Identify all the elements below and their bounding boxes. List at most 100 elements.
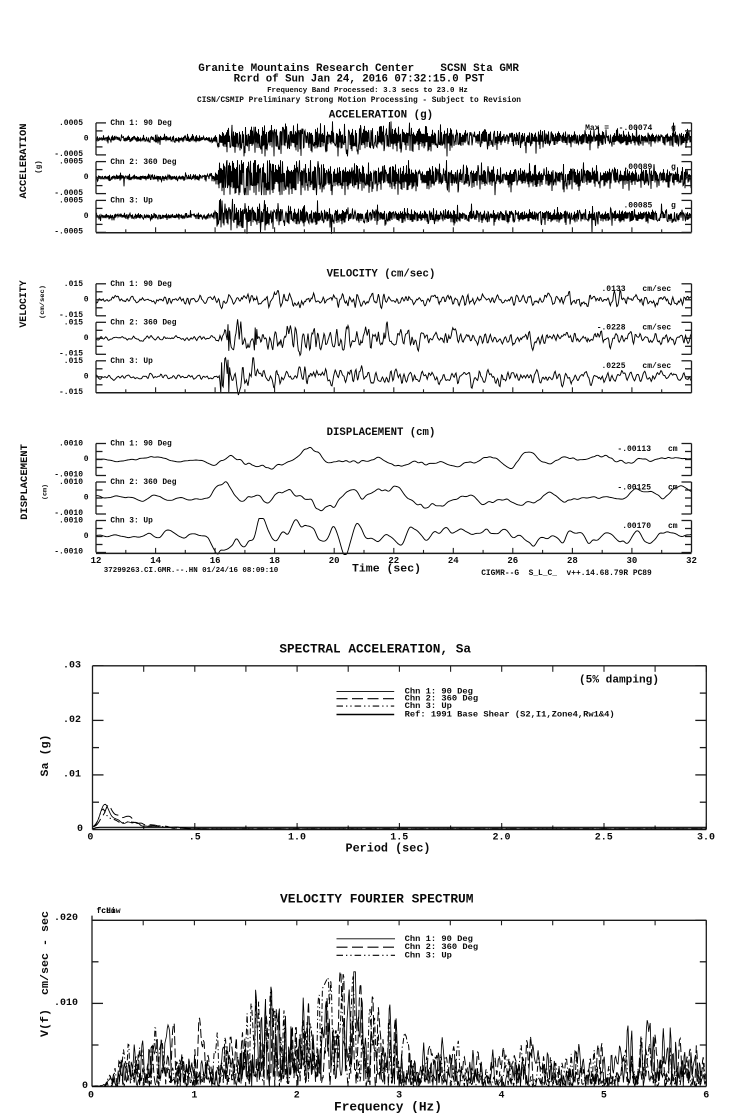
svg-text:.015: .015 xyxy=(64,357,83,366)
svg-text:.020: .020 xyxy=(54,913,78,924)
svg-text:0: 0 xyxy=(84,134,89,143)
svg-text:Chn 1: 90 Deg: Chn 1: 90 Deg xyxy=(110,280,172,289)
svg-text:0: 0 xyxy=(84,173,89,182)
svg-text:0: 0 xyxy=(84,372,89,381)
svg-text:.0133: .0133 xyxy=(601,285,625,294)
svg-text:ACCELERATION: ACCELERATION xyxy=(18,123,30,198)
svg-text:Chn 1: 90 Deg: Chn 1: 90 Deg xyxy=(405,686,473,696)
svg-text:.015: .015 xyxy=(64,280,83,289)
svg-text:Chn 3: Up: Chn 3: Up xyxy=(405,701,452,711)
svg-text:g: g xyxy=(671,163,676,172)
svg-text:-.015: -.015 xyxy=(59,350,83,359)
svg-text:.0010: .0010 xyxy=(59,440,83,449)
svg-text:Chn 3: Up: Chn 3: Up xyxy=(405,950,452,960)
svg-text:Chn 1: 90 Deg: Chn 1: 90 Deg xyxy=(110,119,172,128)
svg-text:.0005: .0005 xyxy=(59,119,83,128)
svg-text:26: 26 xyxy=(507,556,518,566)
svg-text:DISPLACEMENT: DISPLACEMENT xyxy=(19,444,31,520)
svg-text:37299263.CI.GMR.--.HN 01/24/16: 37299263.CI.GMR.--.HN 01/24/16 08:09:10 xyxy=(104,567,279,575)
svg-text:.02: .02 xyxy=(63,715,81,726)
svg-text:Time (sec): Time (sec) xyxy=(352,563,421,575)
svg-text:.00170: .00170 xyxy=(622,522,651,531)
svg-text:28: 28 xyxy=(567,556,578,566)
svg-text:Frequency Band Processed: 3.3: Frequency Band Processed: 3.3 secs to 23… xyxy=(267,87,468,95)
svg-text:Chn 2: 360 Deg: Chn 2: 360 Deg xyxy=(110,319,176,328)
svg-text:Max = -.00074: Max = -.00074 xyxy=(585,124,652,133)
svg-text:0: 0 xyxy=(84,494,89,503)
svg-text:-.0228: -.0228 xyxy=(597,324,626,333)
svg-text:VELOCITY FOURIER SPECTRUM: VELOCITY FOURIER SPECTRUM xyxy=(280,892,474,907)
svg-text:1.5: 1.5 xyxy=(390,832,408,843)
svg-text:CIGMR--G S_L_C_ v++.14.68.79: CIGMR--G S_L_C_ v++.14.68.79R PC89 xyxy=(481,569,652,578)
svg-text:Chn 3: Up: Chn 3: Up xyxy=(110,517,153,526)
svg-text:0: 0 xyxy=(84,532,89,541)
svg-text:g: g xyxy=(671,202,676,211)
svg-text:(5% damping): (5% damping) xyxy=(579,674,659,686)
svg-text:0: 0 xyxy=(84,334,89,343)
svg-text:.00089: .00089 xyxy=(623,163,652,172)
svg-text:.0010: .0010 xyxy=(59,478,83,487)
svg-text:cm: cm xyxy=(668,522,678,531)
svg-text:.010: .010 xyxy=(54,998,78,1009)
svg-text:.01: .01 xyxy=(63,769,81,780)
svg-text:-.00125: -.00125 xyxy=(617,483,651,492)
svg-text:14: 14 xyxy=(150,556,161,566)
svg-text:2.5: 2.5 xyxy=(595,832,613,843)
svg-text:.0225: .0225 xyxy=(601,362,625,371)
svg-text:2.0: 2.0 xyxy=(492,832,510,843)
svg-text:0: 0 xyxy=(88,1090,94,1101)
svg-text:-.0010: -.0010 xyxy=(54,509,83,518)
svg-text:12: 12 xyxy=(91,556,102,566)
svg-text:Granite Mountains Research Cen: Granite Mountains Research Center SCSN S… xyxy=(198,63,519,75)
svg-text:.0010: .0010 xyxy=(59,517,83,526)
svg-text:18: 18 xyxy=(269,556,280,566)
svg-text:-.015: -.015 xyxy=(59,388,83,397)
svg-text:1.0: 1.0 xyxy=(288,832,306,843)
svg-text:30: 30 xyxy=(626,556,637,566)
svg-text:VELOCITY: VELOCITY xyxy=(18,280,30,328)
svg-text:-.0005: -.0005 xyxy=(54,189,83,198)
svg-text:cm: cm xyxy=(668,445,678,454)
svg-text:Chn 1: 90 Deg: Chn 1: 90 Deg xyxy=(110,440,172,449)
svg-text:cm: cm xyxy=(668,483,678,492)
svg-text:ACCELERATION (g): ACCELERATION (g) xyxy=(329,109,433,121)
svg-text:cm/sec: cm/sec xyxy=(642,285,671,294)
svg-text:2: 2 xyxy=(294,1090,300,1101)
svg-text:3: 3 xyxy=(396,1090,402,1101)
svg-text:20: 20 xyxy=(329,556,340,566)
svg-text:.5: .5 xyxy=(189,832,201,843)
svg-text:Chn 2: 360 Deg: Chn 2: 360 Deg xyxy=(405,694,479,704)
svg-text:DISPLACEMENT (cm): DISPLACEMENT (cm) xyxy=(327,427,436,439)
svg-text:0: 0 xyxy=(84,455,89,464)
svg-text:Ref: 1991 Base Shear (S2,I1,Zo: Ref: 1991 Base Shear (S2,I1,Zone4,Rw1&4) xyxy=(405,710,615,720)
svg-text:16: 16 xyxy=(210,556,221,566)
svg-text:5: 5 xyxy=(601,1090,607,1101)
svg-text:.0005: .0005 xyxy=(59,158,83,167)
svg-text:-.0010: -.0010 xyxy=(54,471,83,480)
svg-text:0: 0 xyxy=(84,295,89,304)
svg-text:(cm/sec): (cm/sec) xyxy=(39,285,46,319)
svg-text:0: 0 xyxy=(84,212,89,221)
svg-text:24: 24 xyxy=(448,556,459,566)
svg-text:cm/sec: cm/sec xyxy=(642,324,671,333)
svg-text:Sa (g): Sa (g) xyxy=(40,735,52,777)
svg-text:Chn 2: 360 Deg: Chn 2: 360 Deg xyxy=(110,478,176,487)
svg-text:(g): (g) xyxy=(36,160,44,174)
svg-text:V(f) cm/sec - sec: V(f) cm/sec - sec xyxy=(40,911,52,1037)
svg-text:.00085: .00085 xyxy=(623,202,652,211)
svg-text:3.0: 3.0 xyxy=(697,832,715,843)
svg-text:Period (sec): Period (sec) xyxy=(346,842,431,856)
svg-text:VELOCITY (cm/sec): VELOCITY (cm/sec) xyxy=(327,269,436,281)
svg-text:Chn 3: Up: Chn 3: Up xyxy=(110,197,153,206)
svg-text:.03: .03 xyxy=(63,660,81,671)
svg-text:1: 1 xyxy=(191,1090,197,1101)
svg-text:-.00113: -.00113 xyxy=(617,445,651,454)
svg-text:Chn 3: Up: Chn 3: Up xyxy=(110,357,153,366)
svg-text:0: 0 xyxy=(82,1081,88,1092)
svg-text:Chn 2: 360 Deg: Chn 2: 360 Deg xyxy=(405,942,479,952)
svg-text:4: 4 xyxy=(498,1090,504,1101)
svg-text:cm/sec: cm/sec xyxy=(642,362,671,371)
svg-text:.0005: .0005 xyxy=(59,197,83,206)
svg-text:0: 0 xyxy=(77,824,83,835)
svg-text:-.0010: -.0010 xyxy=(54,548,83,557)
